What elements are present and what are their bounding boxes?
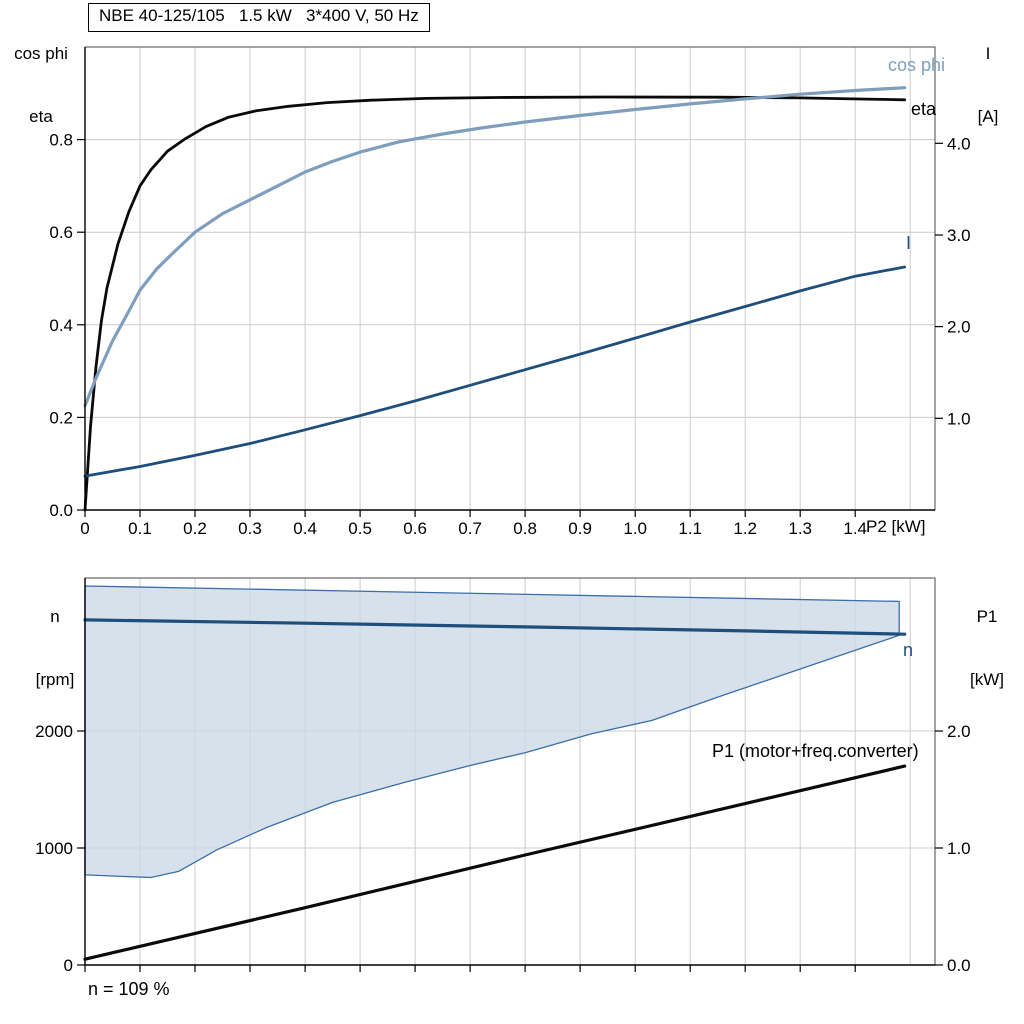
axis-label-cos-phi: cos phi <box>14 44 68 64</box>
axis-label-ampere-unit: [A] <box>977 106 999 126</box>
svg-text:1.4: 1.4 <box>843 519 867 538</box>
svg-text:0: 0 <box>64 956 73 975</box>
svg-text:1.2: 1.2 <box>733 519 757 538</box>
svg-text:0.6: 0.6 <box>49 223 73 242</box>
curve-label-current: I <box>906 233 912 253</box>
svg-text:0.0: 0.0 <box>49 501 73 520</box>
svg-text:0.1: 0.1 <box>128 519 152 538</box>
axis-label-speed: n <box>50 607 60 627</box>
chart-title-box: NBE 40-125/105 1.5 kW 3*400 V, 50 Hz <box>88 3 430 32</box>
svg-text:4.0: 4.0 <box>947 134 971 153</box>
svg-text:2.0: 2.0 <box>947 722 971 741</box>
svg-text:2.0: 2.0 <box>947 318 971 337</box>
axis-label-p1: P1 <box>976 607 998 627</box>
curve-label-eta: eta <box>911 99 937 119</box>
svg-text:0.4: 0.4 <box>293 519 317 538</box>
axis-label-eta: eta <box>29 106 53 126</box>
speed-percentage-annotation: n = 109 % <box>88 979 170 999</box>
svg-text:2000: 2000 <box>35 722 73 741</box>
svg-text:1.0: 1.0 <box>623 519 647 538</box>
bottom-chart-left-axis-title: n [rpm] <box>22 566 88 732</box>
curve-eta <box>83 95 907 512</box>
svg-text:1000: 1000 <box>35 839 73 858</box>
top-chart-right-axis-title: I [A] <box>960 3 1016 169</box>
svg-text:3.0: 3.0 <box>947 226 971 245</box>
svg-text:0.4: 0.4 <box>49 316 73 335</box>
svg-text:0: 0 <box>80 519 89 538</box>
svg-text:1.1: 1.1 <box>678 519 702 538</box>
curve-I <box>83 265 907 478</box>
svg-text:0.3: 0.3 <box>238 519 262 538</box>
curve-cos phi <box>83 86 907 408</box>
svg-text:0.9: 0.9 <box>568 519 592 538</box>
svg-text:0.0: 0.0 <box>947 956 971 975</box>
svg-text:1.0: 1.0 <box>947 839 971 858</box>
curve-n <box>83 618 907 636</box>
top-chart-left-axis-title: cos phi eta <box>2 3 80 169</box>
curve-label-p1: P1 (motor+freq.converter) <box>712 741 919 761</box>
svg-text:0.7: 0.7 <box>458 519 482 538</box>
speed-operating-region <box>84 585 900 879</box>
bottom-chart-right-axis-title: P1 [kW] <box>956 566 1018 732</box>
svg-text:1.3: 1.3 <box>788 519 812 538</box>
svg-text:0.5: 0.5 <box>348 519 372 538</box>
x-axis-unit-label: P2 [kW] <box>866 517 926 536</box>
svg-text:1.0: 1.0 <box>947 409 971 428</box>
axis-label-current: I <box>985 44 991 64</box>
svg-text:0.6: 0.6 <box>403 519 427 538</box>
curve-label-speed: n <box>903 640 914 660</box>
svg-text:0.2: 0.2 <box>183 519 207 538</box>
curve-P1 (motor+freq.converter) <box>83 764 907 961</box>
svg-text:0.2: 0.2 <box>49 408 73 427</box>
axis-label-rpm-unit: [rpm] <box>35 669 75 689</box>
svg-text:0.8: 0.8 <box>513 519 537 538</box>
svg-text:0.8: 0.8 <box>49 131 73 150</box>
axis-label-kw-unit: [kW] <box>970 669 1004 689</box>
curve-label-cos-phi: cos phi <box>888 55 946 75</box>
